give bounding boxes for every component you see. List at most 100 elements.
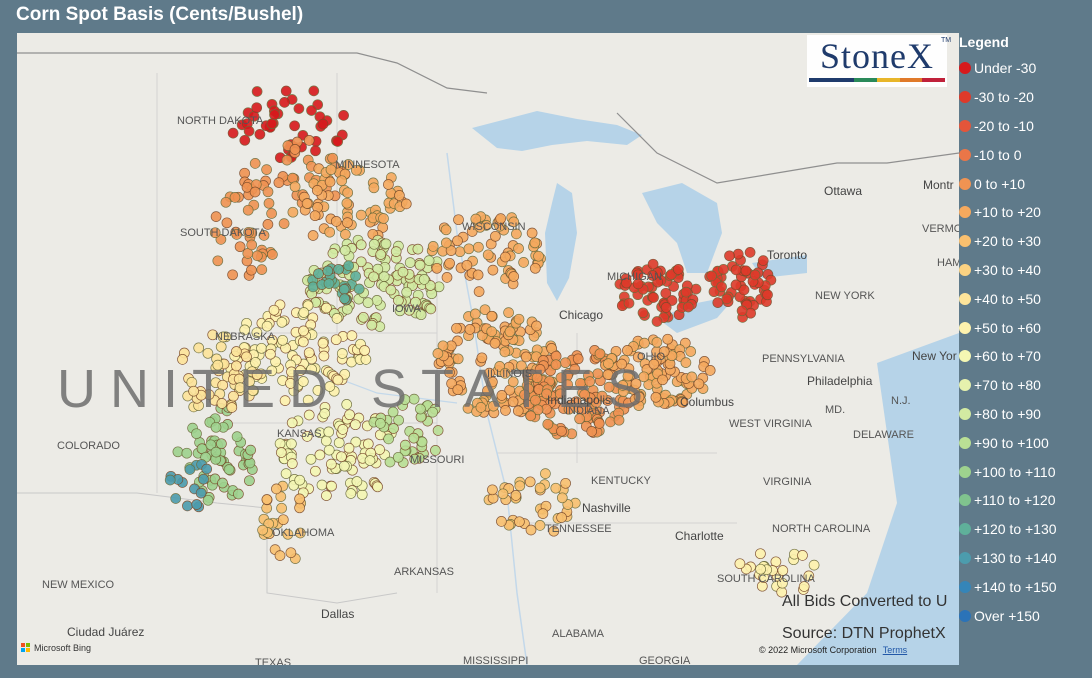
basis-point[interactable] — [431, 262, 443, 274]
basis-point[interactable] — [362, 438, 374, 450]
basis-point[interactable] — [622, 370, 634, 382]
basis-point[interactable] — [207, 329, 219, 341]
basis-point[interactable] — [164, 474, 176, 486]
basis-point[interactable] — [451, 322, 462, 334]
basis-point[interactable] — [297, 376, 309, 387]
legend-item[interactable]: 0 to +10 — [959, 169, 1092, 198]
basis-point[interactable] — [712, 297, 724, 308]
basis-point[interactable] — [293, 103, 305, 114]
basis-point[interactable] — [399, 439, 411, 451]
basis-point[interactable] — [630, 378, 642, 390]
basis-point[interactable] — [263, 197, 275, 209]
basis-point[interactable] — [593, 418, 605, 429]
basis-point[interactable] — [647, 258, 659, 270]
basis-point[interactable] — [445, 245, 457, 256]
basis-point[interactable] — [577, 403, 589, 415]
basis-point[interactable] — [584, 376, 596, 387]
basis-point[interactable] — [289, 144, 301, 155]
basis-point[interactable] — [177, 354, 188, 365]
basis-point[interactable] — [514, 516, 525, 528]
legend-item[interactable]: +20 to +30 — [959, 227, 1092, 256]
basis-point[interactable] — [423, 255, 435, 266]
basis-point[interactable] — [216, 398, 228, 409]
basis-point[interactable] — [345, 488, 357, 499]
basis-point[interactable] — [191, 428, 202, 440]
basis-point[interactable] — [632, 351, 644, 363]
basis-point[interactable] — [321, 490, 332, 501]
basis-point[interactable] — [533, 250, 544, 262]
basis-point[interactable] — [511, 228, 522, 240]
basis-point[interactable] — [400, 198, 412, 210]
basis-point[interactable] — [388, 423, 399, 434]
basis-point[interactable] — [276, 316, 288, 328]
basis-point[interactable] — [676, 396, 688, 408]
basis-point[interactable] — [507, 376, 519, 388]
basis-point[interactable] — [289, 181, 301, 193]
basis-point[interactable] — [476, 352, 488, 364]
basis-point[interactable] — [227, 127, 239, 139]
basis-point[interactable] — [525, 524, 537, 536]
basis-point[interactable] — [217, 331, 229, 343]
basis-point[interactable] — [541, 388, 552, 400]
basis-point[interactable] — [303, 135, 315, 146]
basis-point[interactable] — [513, 313, 525, 325]
basis-point[interactable] — [281, 154, 293, 166]
basis-point[interactable] — [339, 245, 351, 256]
legend-item[interactable]: +90 to +100 — [959, 428, 1092, 457]
basis-point[interactable] — [686, 371, 698, 383]
basis-point[interactable] — [617, 380, 629, 391]
basis-point[interactable] — [487, 264, 499, 276]
basis-point[interactable] — [273, 177, 285, 188]
basis-point[interactable] — [286, 438, 297, 450]
basis-point[interactable] — [317, 118, 329, 130]
basis-point[interactable] — [537, 508, 549, 519]
legend-item[interactable]: +110 to +120 — [959, 486, 1092, 515]
basis-point[interactable] — [651, 336, 663, 348]
basis-point[interactable] — [182, 500, 193, 512]
basis-point[interactable] — [534, 482, 546, 494]
basis-point[interactable] — [314, 449, 326, 461]
legend-item[interactable]: +30 to +40 — [959, 256, 1092, 285]
basis-point[interactable] — [660, 287, 672, 299]
legend-item[interactable]: +140 to +150 — [959, 572, 1092, 601]
basis-point[interactable] — [246, 239, 258, 251]
basis-point[interactable] — [301, 431, 313, 442]
basis-point[interactable] — [302, 394, 314, 406]
basis-point[interactable] — [351, 476, 363, 487]
basis-point[interactable] — [716, 281, 727, 293]
basis-point[interactable] — [385, 284, 397, 296]
basis-point[interactable] — [323, 278, 335, 289]
basis-point[interactable] — [738, 284, 750, 296]
basis-point[interactable] — [708, 286, 720, 298]
basis-point[interactable] — [294, 502, 305, 514]
basis-point[interactable] — [554, 388, 566, 400]
basis-point[interactable] — [371, 295, 383, 306]
basis-point[interactable] — [239, 324, 251, 336]
basis-point[interactable] — [202, 494, 214, 506]
basis-point[interactable] — [444, 257, 455, 269]
basis-point[interactable] — [320, 435, 332, 447]
basis-point[interactable] — [525, 410, 537, 422]
basis-point[interactable] — [375, 418, 386, 429]
basis-point[interactable] — [518, 257, 529, 268]
basis-point[interactable] — [310, 145, 321, 157]
basis-point[interactable] — [228, 390, 239, 402]
basis-point[interactable] — [529, 237, 541, 249]
basis-point[interactable] — [375, 249, 387, 260]
basis-point[interactable] — [307, 281, 319, 293]
basis-point[interactable] — [507, 396, 519, 408]
basis-point[interactable] — [343, 159, 354, 170]
basis-point[interactable] — [704, 365, 716, 376]
basis-point[interactable] — [647, 270, 659, 281]
basis-point[interactable] — [490, 230, 501, 242]
basis-point[interactable] — [277, 334, 288, 346]
basis-point[interactable] — [489, 337, 501, 349]
basis-point[interactable] — [510, 490, 522, 501]
basis-point[interactable] — [556, 492, 568, 504]
basis-point[interactable] — [453, 214, 464, 226]
basis-point[interactable] — [221, 217, 233, 229]
basis-point[interactable] — [323, 444, 335, 456]
basis-point[interactable] — [430, 445, 441, 456]
basis-point[interactable] — [680, 357, 692, 368]
basis-point[interactable] — [269, 109, 280, 121]
